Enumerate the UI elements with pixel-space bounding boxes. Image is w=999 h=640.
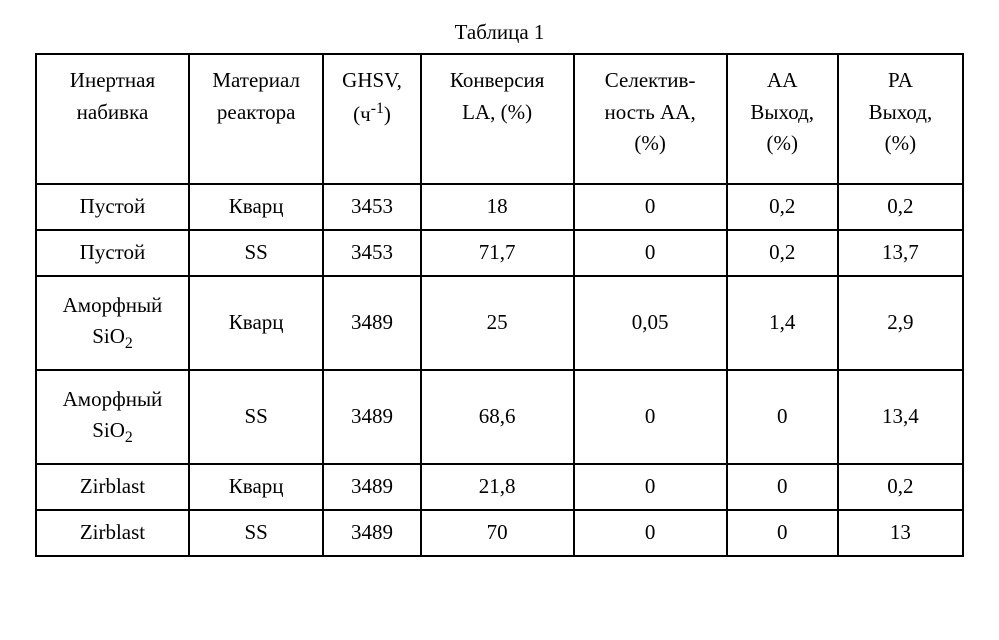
table-caption: Таблица 1 xyxy=(35,20,964,45)
cell-selectivity: 0 xyxy=(574,184,727,230)
col-header-text: PA xyxy=(888,68,913,92)
header-row: Инертная набивка Материал реактора GHSV,… xyxy=(36,54,963,184)
cell-conversion: 21,8 xyxy=(421,464,574,510)
cell-material: Кварц xyxy=(189,276,323,370)
col-header-text: GHSV, xyxy=(342,68,402,92)
cell-aa-yield: 0 xyxy=(727,510,838,556)
cell-pa-yield: 0,2 xyxy=(838,184,963,230)
cell-inert: Аморфный SiO2 xyxy=(36,276,189,370)
cell-material: SS xyxy=(189,510,323,556)
cell-sub: 2 xyxy=(125,430,133,447)
col-header-text: ) xyxy=(384,102,391,126)
col-header-text: реактора xyxy=(217,100,296,124)
cell-ghsv: 3453 xyxy=(323,184,420,230)
cell-aa-yield: 1,4 xyxy=(727,276,838,370)
col-header-text: AA xyxy=(767,68,797,92)
cell-selectivity: 0 xyxy=(574,230,727,276)
cell-text: SiO xyxy=(92,324,125,348)
col-header-text: Селектив- xyxy=(605,68,696,92)
col-header-inert: Инертная набивка xyxy=(36,54,189,184)
cell-ghsv: 3489 xyxy=(323,510,420,556)
cell-conversion: 71,7 xyxy=(421,230,574,276)
col-header-text: Выход, xyxy=(869,100,933,124)
col-header-text: ность AA, xyxy=(605,100,696,124)
col-header-text: (%) xyxy=(766,131,797,155)
cell-selectivity: 0 xyxy=(574,510,727,556)
col-header-text: LA, (%) xyxy=(462,100,532,124)
cell-text: SiO xyxy=(92,418,125,442)
cell-text: Аморфный xyxy=(63,293,163,317)
col-header-text: (%) xyxy=(885,131,916,155)
col-header-text: Материал xyxy=(212,68,300,92)
col-header-pa-yield: PA Выход, (%) xyxy=(838,54,963,184)
col-header-text: Конверсия xyxy=(450,68,545,92)
cell-selectivity: 0,05 xyxy=(574,276,727,370)
table-row: Пустой Кварц 3453 18 0 0,2 0,2 xyxy=(36,184,963,230)
col-header-text: Выход, xyxy=(750,100,814,124)
table-row: Пустой SS 3453 71,7 0 0,2 13,7 xyxy=(36,230,963,276)
data-table: Инертная набивка Материал реактора GHSV,… xyxy=(35,53,964,557)
col-header-conversion: Конверсия LA, (%) xyxy=(421,54,574,184)
cell-pa-yield: 2,9 xyxy=(838,276,963,370)
cell-ghsv: 3489 xyxy=(323,464,420,510)
cell-conversion: 70 xyxy=(421,510,574,556)
cell-selectivity: 0 xyxy=(574,464,727,510)
cell-material: Кварц xyxy=(189,464,323,510)
table-row: Аморфный SiO2 Кварц 3489 25 0,05 1,4 2,9 xyxy=(36,276,963,370)
col-header-ghsv: GHSV, (ч-1) xyxy=(323,54,420,184)
cell-pa-yield: 13,4 xyxy=(838,370,963,464)
cell-aa-yield: 0,2 xyxy=(727,184,838,230)
table-row: Аморфный SiO2 SS 3489 68,6 0 0 13,4 xyxy=(36,370,963,464)
cell-inert: Zirblast xyxy=(36,464,189,510)
cell-pa-yield: 0,2 xyxy=(838,464,963,510)
cell-conversion: 25 xyxy=(421,276,574,370)
col-header-text: (ч xyxy=(353,102,371,126)
cell-material: SS xyxy=(189,370,323,464)
col-header-text: набивка xyxy=(77,100,149,124)
cell-selectivity: 0 xyxy=(574,370,727,464)
table-row: Zirblast Кварц 3489 21,8 0 0 0,2 xyxy=(36,464,963,510)
cell-inert: Пустой xyxy=(36,230,189,276)
cell-ghsv: 3453 xyxy=(323,230,420,276)
col-header-text: (%) xyxy=(634,131,665,155)
cell-aa-yield: 0,2 xyxy=(727,230,838,276)
cell-material: Кварц xyxy=(189,184,323,230)
cell-inert: Zirblast xyxy=(36,510,189,556)
cell-text: Аморфный xyxy=(63,387,163,411)
cell-inert: Аморфный SiO2 xyxy=(36,370,189,464)
cell-conversion: 18 xyxy=(421,184,574,230)
cell-sub: 2 xyxy=(125,336,133,353)
col-header-aa-yield: AA Выход, (%) xyxy=(727,54,838,184)
table-row: Zirblast SS 3489 70 0 0 13 xyxy=(36,510,963,556)
cell-pa-yield: 13,7 xyxy=(838,230,963,276)
cell-aa-yield: 0 xyxy=(727,464,838,510)
cell-ghsv: 3489 xyxy=(323,276,420,370)
col-header-exp: -1 xyxy=(371,100,384,117)
col-header-text: Инертная xyxy=(70,68,155,92)
cell-ghsv: 3489 xyxy=(323,370,420,464)
cell-inert: Пустой xyxy=(36,184,189,230)
cell-conversion: 68,6 xyxy=(421,370,574,464)
col-header-material: Материал реактора xyxy=(189,54,323,184)
cell-material: SS xyxy=(189,230,323,276)
col-header-selectivity: Селектив- ность AA, (%) xyxy=(574,54,727,184)
cell-aa-yield: 0 xyxy=(727,370,838,464)
cell-pa-yield: 13 xyxy=(838,510,963,556)
